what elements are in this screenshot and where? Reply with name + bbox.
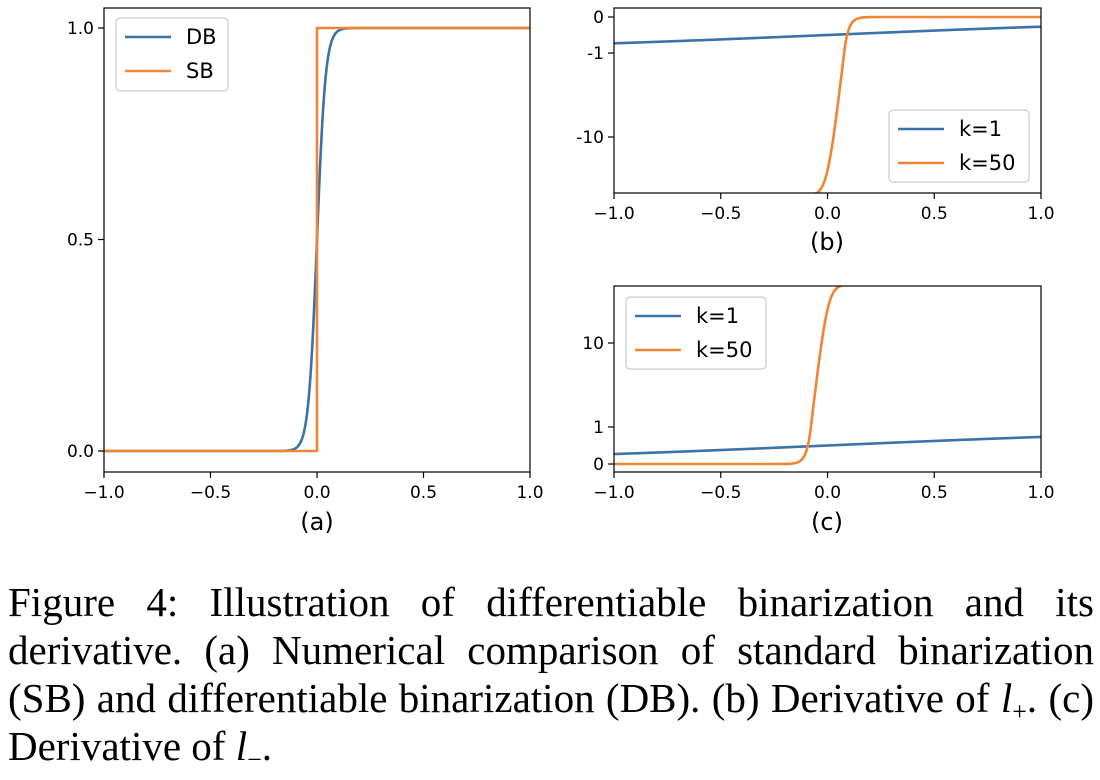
x-tick-label: −1.0 [593,204,634,224]
series-group [614,15,1041,193]
legend-label: k=1 [696,304,739,328]
subplot-label: (c) [811,508,843,536]
y-tick-label: 0.5 [67,231,94,251]
y-tick-label: -1 [587,44,604,64]
caption-text-3: . [261,723,273,769]
series-line-k1 [614,435,1041,456]
x-tick-label: 1.0 [1027,483,1054,503]
subplot-label: (b) [810,228,844,256]
l-minus-symbol: l− [235,723,262,774]
plus-subscript: + [1012,697,1027,726]
x-tick-label: 1.0 [516,483,543,503]
panel-a: −1.0 −0.5 0.0 0.5 1.0 0.0 0.5 1.0 (a) DB SB [67,7,544,536]
x-tick-label: −0.5 [190,483,231,503]
series-group [104,26,530,453]
subplot-label: (a) [300,508,333,536]
legend-label: DB [186,25,217,49]
series-group [614,286,1041,466]
x-tick-label: −1.0 [593,483,634,503]
x-tick-label: 1.0 [1027,204,1054,224]
series-line-sb [104,26,530,453]
y-tick-label: 10 [582,334,604,354]
x-tick-label: 0.0 [303,483,330,503]
legend-label: k=1 [959,117,1002,141]
x-tick-label: 0.5 [410,483,437,503]
legend-label: k=50 [696,338,752,362]
series-line-k50 [614,286,847,466]
legend-label: SB [186,59,214,83]
caption-text-1: Figure 4: Illustration of differentiable… [8,579,1094,721]
x-tick-label: 0.0 [814,483,841,503]
caption-text-2: . (c) Derivative of [8,675,1094,769]
x-tick-label: −0.5 [700,483,741,503]
y-tick-label: -10 [576,128,604,148]
x-tick-label: 0.5 [921,483,948,503]
minus-subscript: − [247,745,262,774]
x-tick-label: 0.5 [921,204,948,224]
y-tick-label: 1.0 [67,19,94,39]
x-tick-label: 0.0 [814,204,841,224]
legend: k=1 k=50 [888,109,1030,183]
legend: k=1 k=50 [625,296,767,370]
y-tick-label: 1 [593,418,604,438]
x-tick-label: −1.0 [83,483,124,503]
legend: DB SB [115,17,229,92]
y-tick-label: 0.0 [67,442,94,462]
legend-label: k=50 [959,151,1015,175]
x-tick-label: −0.5 [700,204,741,224]
l-plus-symbol: l+ [1000,675,1027,726]
y-tick-label: 0 [593,455,604,475]
y-tick-label: 0 [593,8,604,28]
figure-caption: Figure 4: Illustration of differentiable… [8,578,1094,774]
panel-b: −1.0 −0.5 0.0 0.5 1.0 0 -1 -10 (b) k=1 k=50 [576,7,1055,256]
figure-canvas: −1.0 −0.5 0.0 0.5 1.0 0.0 0.5 1.0 (a) DB SB −1.0 −0… [67,7,1055,536]
series-line-k50 [813,15,1041,193]
series-line-k1 [614,25,1041,45]
panel-c: −1.0 −0.5 0.0 0.5 1.0 0 1 10 (c) k=1 k=50 [582,285,1055,536]
